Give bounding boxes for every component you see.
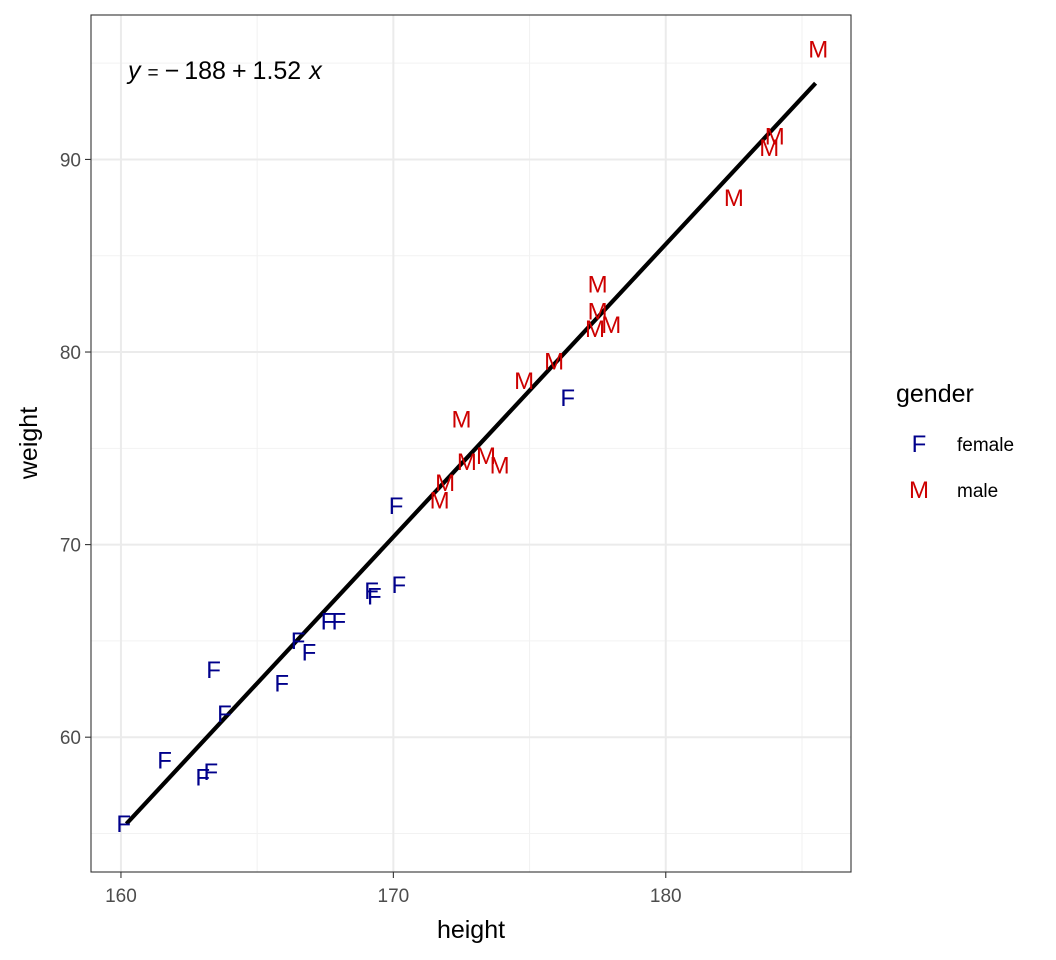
x-tick-label: 160	[105, 886, 137, 907]
female-point: F	[195, 765, 210, 792]
legend: gender F female M male	[896, 380, 1014, 504]
female-point: F	[157, 747, 172, 774]
y-tick-label: 70	[60, 536, 81, 557]
equation-minus: −	[165, 57, 180, 85]
male-point: M	[601, 312, 621, 339]
female-point: F	[364, 578, 379, 605]
male-point: M	[476, 443, 496, 470]
female-point: F	[321, 609, 336, 636]
x-axis-title: height	[437, 916, 505, 944]
female-point: F	[274, 670, 289, 697]
male-point: M	[544, 349, 564, 376]
male-point: M	[588, 299, 608, 326]
male-point: M	[759, 135, 779, 162]
male-point: M	[490, 453, 510, 480]
equation-slope: 1.52	[253, 57, 302, 85]
female-point: F	[217, 701, 232, 728]
male-point: M	[451, 406, 471, 433]
male-point: M	[724, 185, 744, 212]
female-point: F	[332, 609, 347, 636]
legend-key-female: F	[912, 431, 927, 458]
equation-y: y	[126, 57, 142, 85]
equation-x: x	[308, 57, 323, 85]
equation-equals: =	[148, 63, 159, 84]
regression-line-group	[124, 81, 818, 826]
male-point: M	[435, 470, 455, 497]
equation-plus: +	[232, 57, 247, 85]
male-point: M	[457, 449, 477, 476]
female-point: F	[302, 639, 317, 666]
male-point: M	[585, 316, 605, 343]
legend-key-male: M	[909, 477, 929, 504]
y-tick-label: 80	[60, 343, 81, 364]
female-point: F	[116, 811, 131, 838]
male-point: M	[765, 123, 785, 150]
major-gridlines	[91, 15, 851, 872]
female-point: F	[204, 759, 219, 786]
male-point: M	[588, 272, 608, 299]
male-point: M	[430, 487, 450, 514]
y-axis-title: weight	[15, 407, 43, 480]
y-axis-tick-labels: 60 70 80 90	[60, 150, 81, 749]
x-tick-label: 170	[378, 886, 410, 907]
minor-gridlines	[91, 15, 851, 872]
equation-intercept: 188	[184, 57, 226, 85]
y-tick-label: 90	[60, 150, 81, 171]
female-point: F	[560, 385, 575, 412]
x-axis-tick-labels: 160 170 180	[105, 886, 682, 907]
axis-ticks	[85, 158, 667, 878]
male-point: M	[808, 37, 828, 64]
regression-equation: y = −188 +1.52 x	[126, 57, 323, 85]
regression-line	[124, 81, 818, 826]
female-point: F	[206, 657, 221, 684]
x-tick-label: 180	[650, 886, 682, 907]
legend-label-male: male	[957, 481, 998, 502]
legend-label-female: female	[957, 435, 1014, 456]
female-point: F	[367, 584, 382, 611]
female-point: F	[291, 628, 306, 655]
female-point: F	[391, 572, 406, 599]
y-tick-label: 60	[60, 728, 81, 749]
plot-panel-border	[90, 14, 852, 873]
legend-title: gender	[896, 380, 974, 408]
female-point: F	[389, 493, 404, 520]
male-point: M	[514, 368, 534, 395]
